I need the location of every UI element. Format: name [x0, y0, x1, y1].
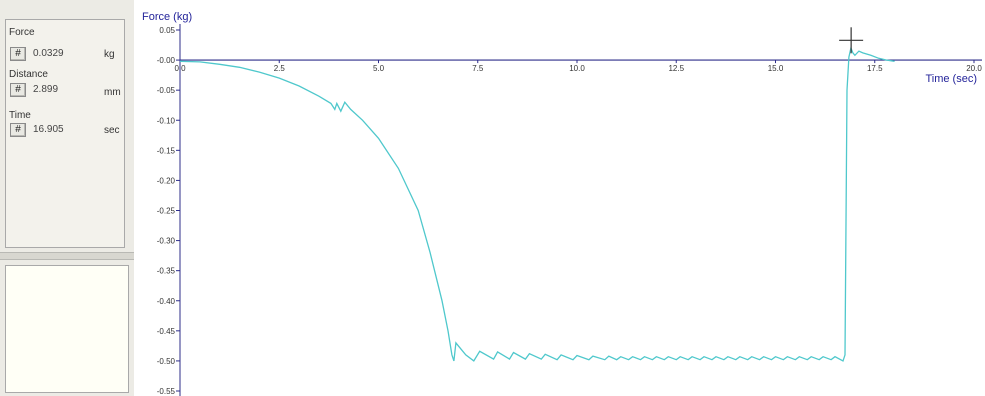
x-tick-label: 10.0	[569, 64, 585, 73]
y-tick-label: -0.50	[157, 357, 176, 366]
distance-value: 2.899	[29, 83, 101, 97]
x-tick-label: 20.0	[966, 64, 982, 73]
distance-label: Distance	[9, 69, 48, 80]
y-tick-label: -0.25	[157, 207, 176, 216]
readout-sidebar: Force # 0.0329 kg Distance # 2.899 mm Ti…	[0, 0, 134, 396]
time-hash-button[interactable]: #	[10, 123, 26, 137]
y-tick-label: -0.30	[157, 237, 176, 246]
x-tick-label: 7.5	[472, 64, 484, 73]
x-tick-label: 15.0	[768, 64, 784, 73]
x-tick-label: 5.0	[373, 64, 385, 73]
x-tick-label: 2.5	[274, 64, 286, 73]
force-series-line	[179, 45, 895, 362]
y-tick-label: -0.20	[157, 176, 176, 185]
y-axis-title: Force (kg)	[142, 11, 192, 23]
y-tick-label: -0.40	[157, 297, 176, 306]
y-tick-label: 0.05	[159, 26, 175, 35]
x-tick-label: 17.5	[867, 64, 883, 73]
notes-panel	[5, 265, 129, 393]
y-tick-label: -0.35	[157, 267, 176, 276]
time-label: Time	[9, 110, 31, 121]
force-hash-button[interactable]: #	[10, 47, 26, 61]
time-value: 16.905	[29, 123, 101, 137]
y-axis-ticks: 0.05 -0.00 -0.05 -0.10 -0.15 -0.20 -0.25 -0.30 -…	[157, 26, 180, 396]
y-tick-label: -0.45	[157, 327, 176, 336]
x-axis-ticks: 0.0 2.5 5.0 7.5 10.0 12.5 15.0 17.5 20.0	[174, 60, 982, 73]
crosshair-cursor[interactable]	[839, 27, 864, 54]
x-tick-label: 12.5	[668, 64, 684, 73]
y-tick-label: -0.15	[157, 146, 176, 155]
y-tick-label: -0.55	[157, 387, 176, 396]
x-axis-title: Time (sec)	[925, 73, 977, 85]
force-unit: kg	[104, 49, 115, 60]
y-tick-label: -0.05	[157, 86, 176, 95]
force-time-chart[interactable]: 0.05 -0.00 -0.05 -0.10 -0.15 -0.20 -0.25 -0.30 -…	[136, 0, 985, 396]
readout-panel: Force # 0.0329 kg Distance # 2.899 mm Ti…	[5, 19, 125, 248]
panel-splitter[interactable]	[0, 252, 134, 260]
distance-hash-button[interactable]: #	[10, 83, 26, 97]
y-tick-label: -0.10	[157, 116, 176, 125]
distance-unit: mm	[104, 87, 121, 98]
force-value: 0.0329	[29, 47, 101, 61]
force-label: Force	[9, 27, 35, 38]
y-tick-label: -0.00	[157, 56, 176, 65]
time-unit: sec	[104, 125, 120, 136]
